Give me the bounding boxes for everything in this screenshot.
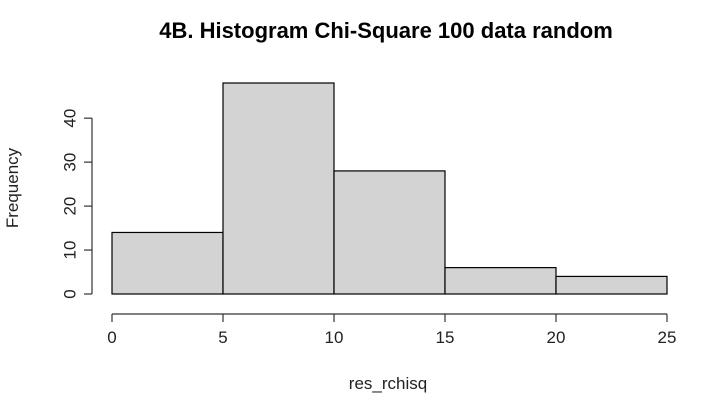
histogram-bar-3 bbox=[333, 170, 446, 295]
x-tick-label-0: 0 bbox=[107, 328, 116, 347]
chart-title: 4B. Histogram Chi-Square 100 data random bbox=[159, 18, 613, 43]
y-axis-label: Frequency bbox=[3, 147, 22, 228]
y-tick-label-30: 30 bbox=[61, 153, 80, 172]
histogram-bar-1 bbox=[111, 231, 224, 295]
x-tick-label-20: 20 bbox=[547, 328, 566, 347]
x-axis: 0 5 10 15 20 25 bbox=[107, 313, 677, 347]
y-tick-label-40: 40 bbox=[61, 109, 80, 128]
histogram-bar-4 bbox=[444, 267, 557, 295]
y-axis: 0 10 20 30 40 bbox=[61, 109, 93, 299]
x-tick-label-15: 15 bbox=[436, 328, 455, 347]
histogram-bar-2 bbox=[222, 82, 335, 295]
x-axis-label: res_rchisq bbox=[349, 374, 427, 393]
bars bbox=[111, 82, 668, 295]
y-tick-label-0: 0 bbox=[61, 289, 80, 298]
histogram-bar-5 bbox=[555, 275, 668, 295]
x-tick-label-10: 10 bbox=[325, 328, 344, 347]
y-tick-label-10: 10 bbox=[61, 241, 80, 260]
x-tick-label-25: 25 bbox=[658, 328, 677, 347]
y-tick-label-20: 20 bbox=[61, 197, 80, 216]
x-tick-label-5: 5 bbox=[218, 328, 227, 347]
